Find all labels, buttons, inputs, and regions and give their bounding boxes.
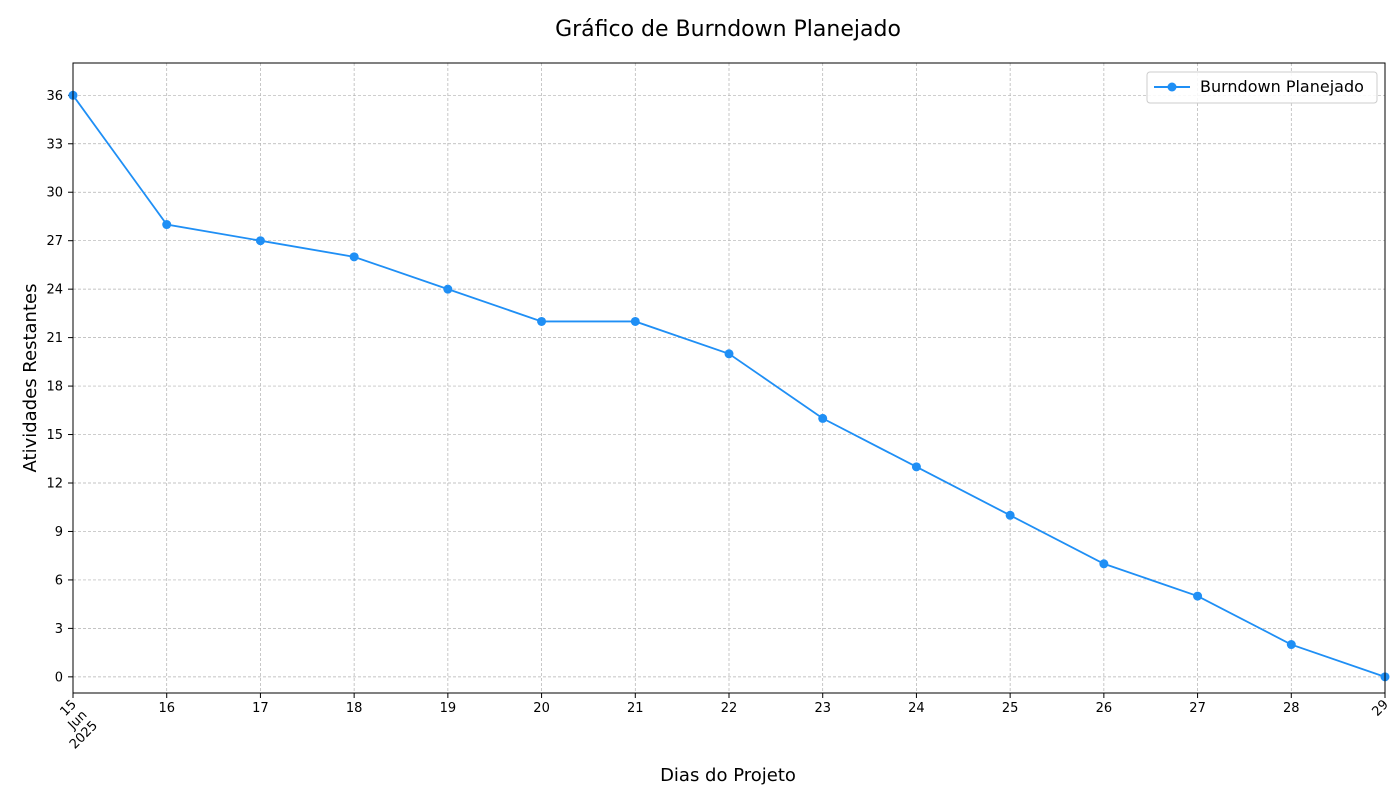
data-point [1193, 591, 1203, 601]
data-point [1286, 640, 1296, 650]
y-tick-label: 3 [55, 622, 63, 637]
y-tick-label: 0 [55, 670, 63, 685]
y-tick-label: 21 [46, 331, 63, 346]
y-tick-label: 27 [46, 234, 63, 249]
y-tick-label: 9 [55, 525, 63, 540]
y-tick-label: 12 [46, 477, 63, 492]
y-tick-label: 18 [46, 380, 63, 395]
x-tick-label: 28 [1283, 701, 1300, 716]
x-tick-label: 15Jun2025 [46, 697, 101, 752]
x-axis-label: Dias do Projeto [660, 765, 796, 786]
y-tick-label: 36 [46, 89, 63, 104]
data-point [1099, 559, 1109, 569]
x-tick-label: 19 [440, 701, 457, 716]
data-point [630, 316, 640, 326]
x-tick-label: 23 [814, 701, 831, 716]
plot-frame [72, 62, 1386, 694]
y-tick-label: 24 [46, 283, 63, 298]
x-tick-label: 27 [1189, 701, 1206, 716]
legend-box [1146, 71, 1378, 104]
x-tick-label: 24 [908, 701, 925, 716]
data-point [162, 220, 172, 230]
data-point [537, 316, 547, 326]
x-tick-label: 21 [627, 701, 644, 716]
legend-marker-sample [1167, 82, 1177, 92]
data-point [255, 236, 265, 246]
y-axis-label: Atividades Restantes [20, 284, 41, 473]
x-tick-label: 29 [1370, 697, 1392, 719]
data-point [911, 462, 921, 472]
data-point [443, 284, 453, 294]
x-tick-label: 17 [252, 701, 269, 716]
data-point [349, 252, 359, 262]
chart-title: Gráfico de Burndown Planejado [555, 17, 901, 42]
series-layer [68, 90, 1390, 682]
legend: Burndown Planejado [1146, 71, 1378, 104]
x-tick-label: 20 [533, 701, 550, 716]
grid-lines [72, 63, 1386, 693]
data-point [724, 349, 734, 359]
y-tick-label: 6 [55, 573, 63, 588]
x-tick-label: 18 [346, 701, 363, 716]
x-tick-label: 16 [158, 701, 175, 716]
y-tick-label: 33 [46, 137, 63, 152]
x-tick-label-line: 29 [1370, 697, 1392, 719]
y-tick-label: 15 [46, 428, 63, 443]
x-axis-ticks: 15Jun2025 16 17 18 19 20 21 22 23 24 25 26 27 28 29 [46, 693, 1392, 752]
x-tick-label: 25 [1002, 701, 1019, 716]
data-point [818, 413, 828, 423]
data-point [1005, 510, 1015, 520]
x-tick-label: 26 [1096, 701, 1113, 716]
x-tick-label: 22 [721, 701, 738, 716]
y-tick-label: 30 [46, 186, 63, 201]
legend-entry-burndown-planejado: Burndown Planejado [1200, 77, 1364, 96]
